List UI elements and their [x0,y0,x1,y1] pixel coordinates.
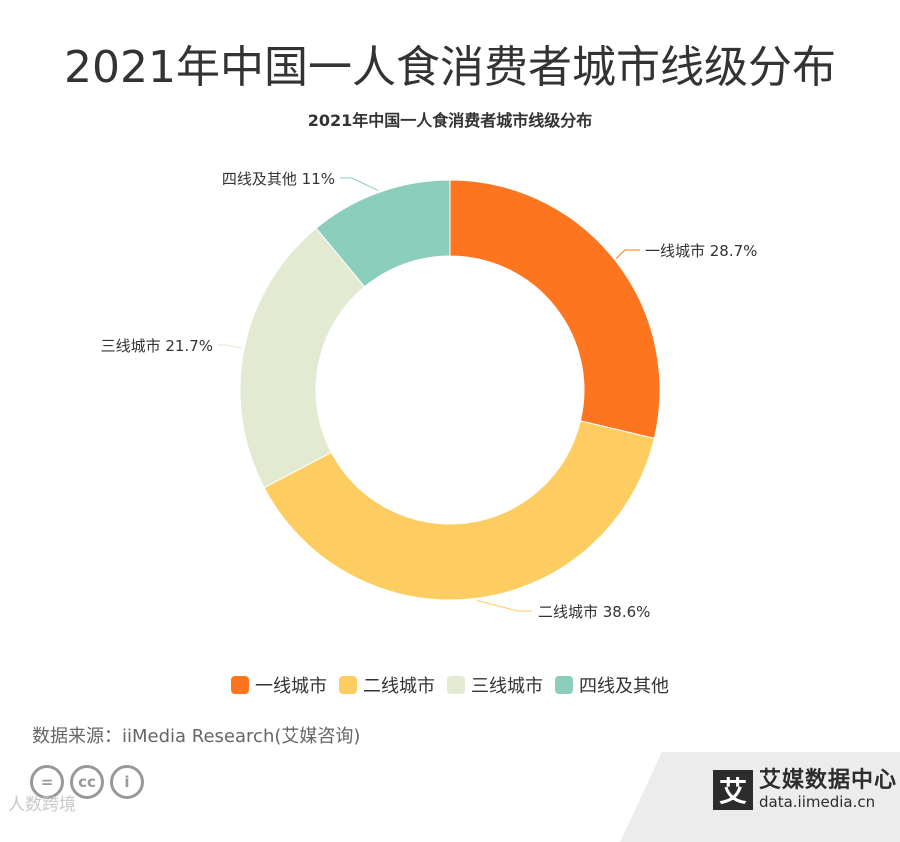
watermark: 人数跨境 [8,795,76,815]
legend-item-1: 一线城市 [231,672,327,698]
leader-line-1 [615,249,640,259]
slices-group [239,179,661,601]
cc-icon: cc [70,765,104,799]
legend-label: 四线及其他 [579,676,669,697]
leader-line-4 [340,177,379,191]
legend-label: 二线城市 [363,676,435,697]
slice-2 [263,420,655,601]
chart-title: 2021年中国一人食消费者城市线级分布 [308,111,593,130]
legend-swatch [555,676,573,694]
brand-name: 艾媒数据中心 [759,768,898,793]
slice-label-4: 四线及其他 11% [222,170,335,188]
donut-chart: 2021年中国一人食消费者城市线级分布 一线城市 28.7% 二线城市 38.6%… [101,111,758,621]
slice-1 [449,179,661,439]
leader-lines-group [218,177,640,612]
brand-logo: 艾 [713,770,753,810]
brand: 艾 艾媒数据中心 data.iimedia.cn [713,770,897,810]
legend-swatch [447,676,465,694]
leader-line-3 [218,344,243,349]
person-icon: i [110,765,144,799]
legend-label: 一线城市 [255,676,327,697]
slice-4 [315,179,451,288]
slice-label-3: 三线城市 21.7% [101,337,213,355]
legend-item-2: 二线城市 [339,672,435,698]
slice-label-2: 二线城市 38.6% [538,603,650,621]
legend-swatch [231,676,249,694]
legend: 一线城市 二线城市 三线城市 四线及其他 [0,672,900,698]
brand-url: data.iimedia.cn [759,793,876,811]
legend-item-4: 四线及其他 [555,672,669,698]
equal-icon: = [30,765,64,799]
legend-swatch [339,676,357,694]
slice-labels-group: 一线城市 28.7% 二线城市 38.6% 三线城市 21.7% 四线及其他 11% [101,170,758,621]
source-note: 数据来源：iiMedia Research(艾媒咨询) [32,726,361,747]
legend-label: 三线城市 [471,676,543,697]
legend-item-3: 三线城市 [447,672,543,698]
leader-line-2 [476,599,532,612]
page-title: 2021年中国一人食消费者城市线级分布 [64,42,836,93]
slice-label-1: 一线城市 28.7% [645,242,757,260]
slice-3 [239,227,366,489]
license-icons: = cc i [30,765,144,799]
